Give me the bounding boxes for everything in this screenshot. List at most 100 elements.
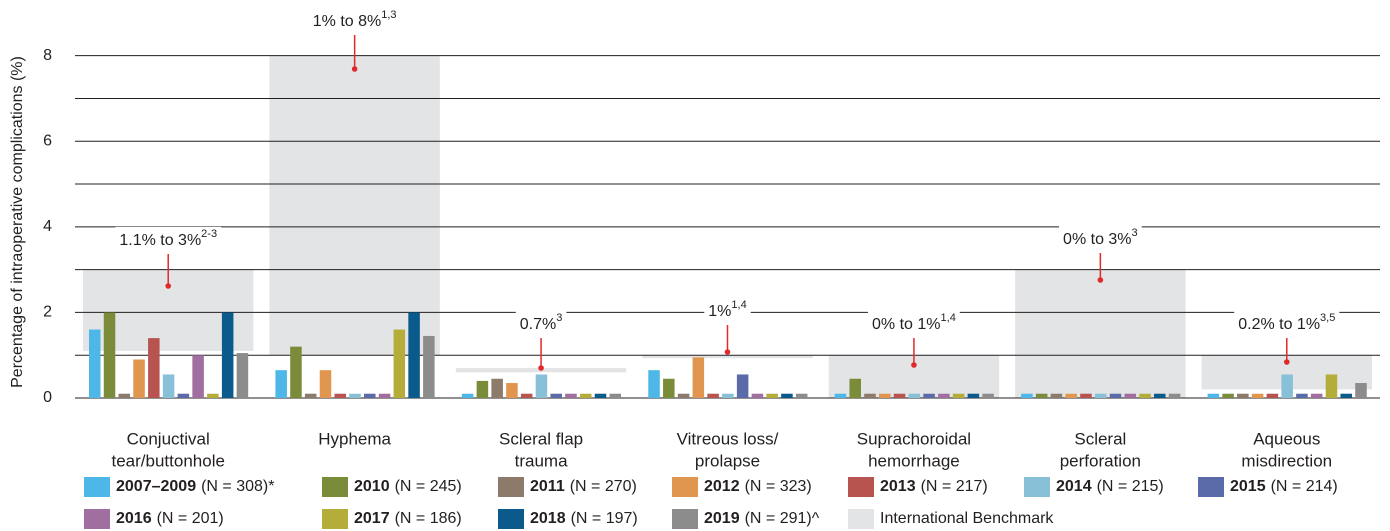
bar bbox=[1340, 393, 1352, 398]
bar bbox=[908, 393, 921, 398]
legend-label: 2007–2009 (N = 308)* bbox=[116, 478, 274, 495]
benchmark-label-text: 1% to 8% bbox=[313, 13, 381, 30]
legend-n: (N = 186) bbox=[395, 510, 462, 527]
legend-label: 2019 (N = 291)^ bbox=[704, 510, 820, 527]
benchmark-ref: 1,4 bbox=[941, 312, 956, 324]
bar bbox=[520, 393, 533, 398]
legend-swatch bbox=[1024, 477, 1050, 497]
pointer-dot bbox=[1283, 359, 1290, 365]
legend-swatch bbox=[322, 509, 348, 529]
legend-n: (N = 215) bbox=[1097, 478, 1164, 495]
legend-label: 2013 (N = 217) bbox=[880, 478, 988, 495]
bar bbox=[938, 393, 950, 398]
benchmark-ref: 3,5 bbox=[1320, 312, 1335, 324]
bar bbox=[1065, 393, 1077, 398]
bar bbox=[751, 393, 764, 398]
bar bbox=[893, 393, 906, 398]
bar bbox=[192, 355, 204, 398]
bar bbox=[1035, 393, 1048, 398]
legend-swatch bbox=[498, 509, 524, 529]
bar bbox=[408, 312, 420, 398]
bar bbox=[236, 353, 249, 398]
y-tick-label: 6 bbox=[43, 132, 52, 149]
benchmark-band bbox=[642, 355, 813, 359]
benchmark-label-text: 1% bbox=[708, 303, 731, 320]
bar bbox=[118, 393, 131, 398]
bar bbox=[290, 346, 302, 398]
benchmark-label-text: 0% to 1% bbox=[872, 316, 940, 333]
legend-label: International Benchmark bbox=[880, 510, 1054, 527]
bar bbox=[334, 393, 347, 398]
benchmark-ref: 1,3 bbox=[381, 9, 396, 21]
bar bbox=[923, 393, 935, 398]
bar bbox=[722, 393, 734, 398]
bar bbox=[1080, 393, 1092, 398]
bar bbox=[1168, 393, 1181, 398]
x-tick-label: Scleral bbox=[1074, 429, 1126, 448]
legend-n: (N = 308)* bbox=[201, 478, 274, 495]
bar bbox=[393, 329, 406, 398]
bar bbox=[1109, 393, 1122, 398]
x-tick-label: prolapse bbox=[695, 451, 760, 470]
legend-name: International Benchmark bbox=[880, 510, 1054, 527]
y-tick-label: 0 bbox=[43, 389, 52, 406]
bar bbox=[364, 393, 376, 398]
benchmark-band bbox=[1015, 269, 1186, 398]
bar bbox=[677, 393, 690, 398]
legend-label: 2016 (N = 201) bbox=[116, 510, 224, 527]
bar bbox=[795, 393, 808, 398]
legend-n: (N = 217) bbox=[921, 478, 988, 495]
bar bbox=[849, 378, 861, 398]
x-tick-label: trauma bbox=[515, 451, 568, 470]
benchmark-label-text: 0.2% to 1% bbox=[1238, 316, 1320, 333]
bar bbox=[1154, 393, 1166, 398]
x-tick-label: hemorrhage bbox=[868, 451, 960, 470]
benchmark-label: 1%1,4 bbox=[708, 299, 746, 320]
benchmark-ref: 2-3 bbox=[201, 228, 217, 240]
annotation-layer: 1.1% to 3%2-31% to 8%1,30.7%3 1%1,40% to … bbox=[115, 7, 1340, 371]
bar bbox=[1281, 374, 1293, 398]
pointer-dot bbox=[724, 349, 731, 355]
bar bbox=[1124, 393, 1137, 398]
x-tick-label: Suprachoroidal bbox=[857, 429, 971, 448]
bar bbox=[864, 393, 876, 398]
legend-swatch bbox=[1198, 477, 1224, 497]
benchmark-label: 0% to 1%1,4 bbox=[872, 312, 956, 333]
benchmark-ref: 1,4 bbox=[731, 299, 746, 311]
label-background bbox=[868, 310, 960, 335]
x-tick-label: Hyphema bbox=[318, 429, 391, 448]
bar bbox=[766, 393, 778, 398]
benchmark-ref: 3 bbox=[556, 312, 562, 324]
legend-name: 2010 bbox=[354, 478, 390, 495]
legend-n: (N = 201) bbox=[157, 510, 224, 527]
pointer-dot bbox=[165, 283, 172, 289]
bar bbox=[221, 312, 234, 398]
legend-label: 2017 (N = 186) bbox=[354, 510, 462, 527]
bar bbox=[133, 359, 145, 398]
legend-name: 2011 bbox=[530, 478, 565, 495]
pointer-dot bbox=[911, 362, 917, 368]
bar bbox=[103, 312, 116, 398]
legend-name: 2012 bbox=[704, 478, 740, 495]
bar bbox=[349, 393, 361, 398]
legend-swatch bbox=[84, 509, 110, 529]
bar bbox=[1266, 393, 1279, 398]
benchmark-band bbox=[269, 55, 440, 356]
legend-label: 2011 (N = 270) bbox=[530, 478, 637, 495]
bar bbox=[967, 393, 980, 398]
bar bbox=[423, 335, 435, 398]
x-tick-label: perforation bbox=[1060, 451, 1141, 470]
y-tick-label: 8 bbox=[43, 47, 52, 64]
benchmark-label-text: 1.1% to 3% bbox=[119, 232, 201, 249]
legend-name: 2007–2009 bbox=[116, 478, 196, 495]
label-background bbox=[1059, 225, 1142, 250]
bar bbox=[535, 374, 548, 398]
bar bbox=[594, 393, 607, 398]
legend-swatch bbox=[498, 477, 524, 497]
bar bbox=[579, 393, 592, 398]
bar bbox=[1296, 393, 1308, 398]
y-tick-label: 4 bbox=[43, 218, 52, 235]
bar bbox=[707, 393, 719, 398]
legend-swatch bbox=[672, 509, 698, 529]
bar bbox=[1207, 393, 1220, 398]
